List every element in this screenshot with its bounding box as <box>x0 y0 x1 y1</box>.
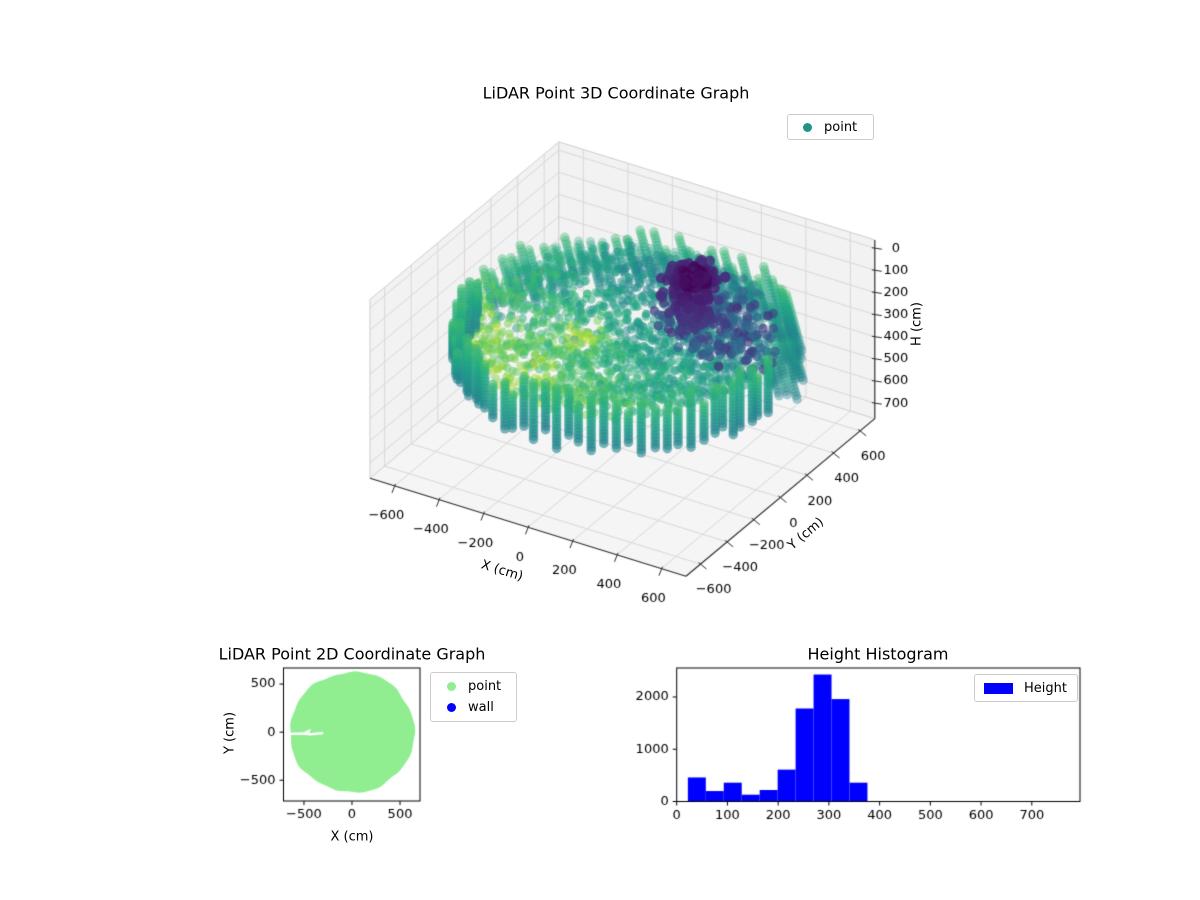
plot3d-title: LiDAR Point 3D Coordinate Graph <box>482 83 750 103</box>
legend-row: wall <box>431 700 516 715</box>
histogram-legend: Height <box>974 674 1078 702</box>
plot2d-title: LiDAR Point 2D Coordinate Graph <box>218 644 486 664</box>
legend-label-wall: wall <box>468 700 494 715</box>
legend-label-point: point <box>468 679 502 694</box>
plot2d-xaxis-label: X (cm) <box>330 829 374 845</box>
plot2d-legend: point wall <box>430 672 517 722</box>
plot2d-yaxis-label: Y (cm) <box>222 711 238 755</box>
wall-marker-icon <box>447 703 456 712</box>
legend-row: Height <box>975 675 1077 701</box>
point-marker-icon <box>803 122 812 132</box>
histogram-title: Height Histogram <box>807 644 949 664</box>
point-marker-icon <box>447 682 456 691</box>
legend-row: point <box>788 115 873 139</box>
plot3d-zaxis-label: H (cm) <box>909 302 925 346</box>
height-marker-icon <box>984 682 1013 694</box>
plot3d-legend: point <box>787 114 874 140</box>
legend-label-height: Height <box>1024 680 1067 696</box>
legend-row: point <box>431 679 516 694</box>
legend-label-point: point <box>824 119 858 135</box>
